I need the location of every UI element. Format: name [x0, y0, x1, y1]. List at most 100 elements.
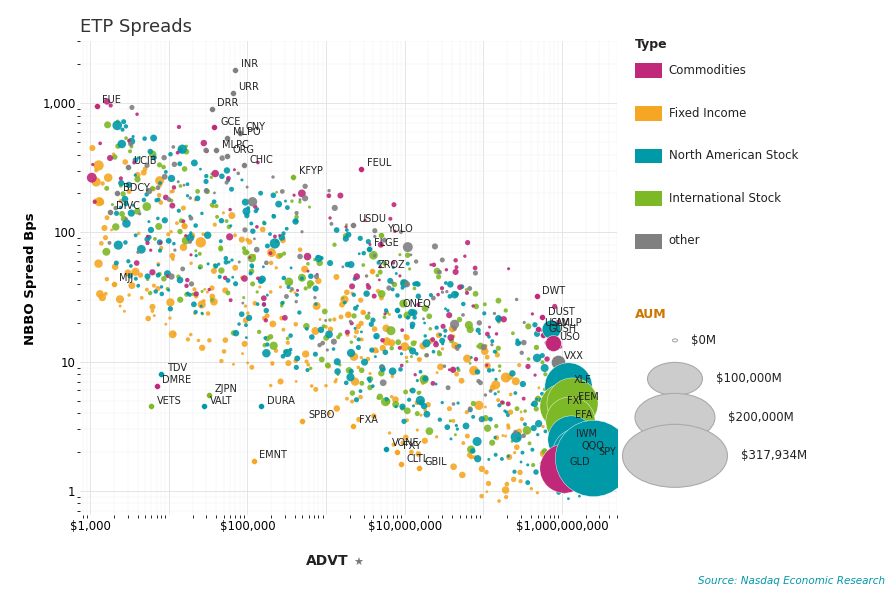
Point [298, 194, 312, 203]
Point [172, 206, 186, 215]
Point [446, 416, 460, 426]
Point [551, 456, 565, 465]
Point [380, 308, 394, 317]
Point [189, 221, 203, 230]
Point [140, 231, 155, 241]
Point [363, 374, 377, 384]
Point [175, 144, 190, 154]
Point [108, 203, 122, 213]
Point [478, 403, 493, 412]
Point [348, 324, 362, 333]
Point [503, 390, 518, 399]
Point [505, 437, 519, 446]
Point [215, 266, 229, 275]
Point [527, 320, 542, 330]
Point [280, 348, 294, 358]
Point [485, 365, 500, 375]
Point [209, 201, 224, 211]
Point [115, 125, 130, 134]
Point [411, 279, 426, 289]
Point [146, 302, 160, 311]
Text: MLPO: MLPO [232, 127, 260, 137]
Point [217, 347, 232, 356]
Point [342, 366, 356, 375]
Point [245, 362, 259, 372]
Point [382, 284, 396, 293]
Point [389, 400, 403, 409]
Point [411, 464, 426, 473]
Point [232, 258, 247, 267]
Point [399, 331, 413, 340]
Point [391, 291, 405, 300]
Point [109, 208, 123, 218]
Text: GBIL: GBIL [424, 458, 447, 467]
Point [181, 179, 195, 189]
Point [162, 236, 176, 246]
Point [244, 219, 258, 229]
Point [264, 258, 278, 268]
Point [471, 326, 485, 335]
Point [351, 322, 366, 332]
Point [165, 330, 180, 339]
Point [207, 260, 222, 270]
Point [384, 214, 398, 224]
Point [530, 430, 544, 439]
Point [470, 367, 485, 377]
Point [468, 355, 483, 364]
Point [340, 288, 354, 297]
Point [358, 215, 372, 225]
Point [121, 162, 135, 172]
Point [231, 169, 245, 178]
Point [456, 310, 470, 320]
Point [193, 262, 207, 272]
Point [178, 221, 192, 231]
Point [527, 423, 541, 433]
Point [406, 346, 420, 356]
Point [177, 181, 191, 190]
Text: MLPC: MLPC [222, 140, 249, 150]
Point [450, 342, 464, 352]
Point [574, 452, 588, 462]
Point [351, 415, 366, 424]
Point [119, 121, 133, 131]
Point [433, 268, 447, 277]
Point [395, 402, 409, 411]
Point [388, 395, 402, 404]
Point [276, 352, 291, 361]
Point [500, 407, 514, 417]
Point [358, 289, 373, 298]
Point [519, 426, 534, 435]
Point [376, 378, 391, 388]
Point [184, 214, 198, 223]
Point [340, 220, 354, 230]
Point [499, 305, 513, 315]
Point [246, 279, 260, 289]
Point [210, 212, 224, 221]
Point [218, 336, 232, 345]
Point [349, 304, 363, 313]
Point [450, 262, 464, 272]
Point [154, 238, 168, 247]
Point [359, 271, 374, 281]
Point [375, 368, 389, 378]
Point [129, 231, 143, 240]
Point [489, 380, 503, 390]
Point [451, 344, 465, 353]
Point [402, 395, 417, 404]
Point [301, 360, 316, 369]
Point [316, 321, 331, 331]
Text: ETP Spreads: ETP Spreads [80, 18, 192, 36]
Point [449, 256, 463, 265]
Point [389, 402, 403, 411]
Point [403, 385, 417, 395]
Point [127, 158, 141, 168]
Point [526, 461, 540, 470]
Point [502, 423, 516, 432]
Point [142, 217, 156, 226]
Point [215, 356, 229, 366]
Point [114, 181, 128, 191]
Point [475, 491, 489, 501]
Point [400, 357, 414, 366]
Point [154, 243, 168, 253]
Point [144, 246, 158, 255]
